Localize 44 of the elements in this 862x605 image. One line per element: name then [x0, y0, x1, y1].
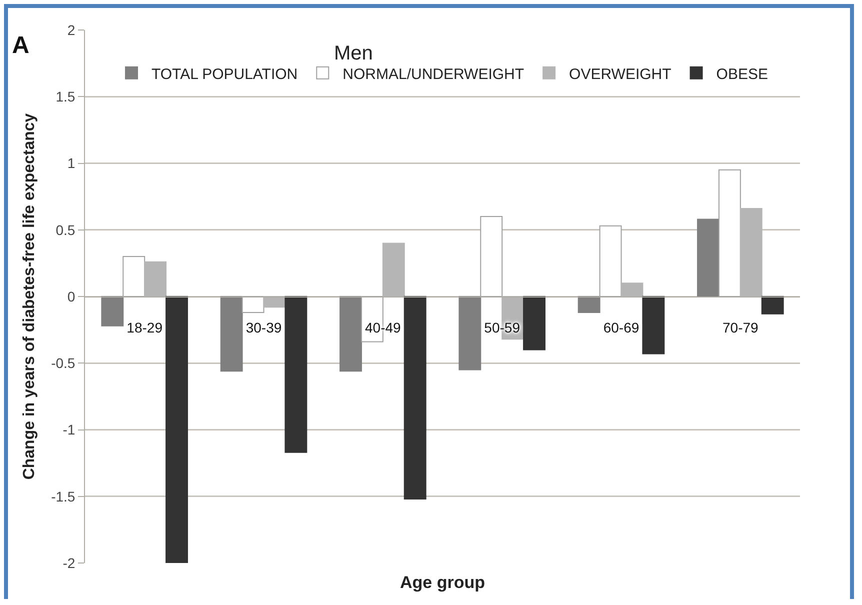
- bar: [382, 242, 405, 297]
- y-tick-label: 0.5: [56, 222, 76, 238]
- y-tick-label: -1.5: [51, 488, 76, 504]
- bar: [620, 282, 644, 297]
- legend-label: TOTAL POPULATION: [152, 66, 298, 83]
- bar: [697, 218, 720, 297]
- bar: [718, 169, 741, 297]
- bar: [242, 296, 264, 313]
- bar: [166, 296, 188, 563]
- y-tick-label: -0.5: [51, 355, 76, 372]
- y-axis-title: Change in years of diabetes-free life expectancy: [20, 113, 38, 480]
- bar: [101, 296, 124, 326]
- text: A: [12, 32, 30, 59]
- y-tick-label: 1: [67, 155, 76, 172]
- y-tick-label: 1.5: [56, 88, 76, 105]
- legend-label: OBESE: [716, 66, 768, 83]
- bar: [284, 296, 308, 453]
- bar: [220, 296, 243, 372]
- x-tick-label: 70-79: [722, 319, 759, 336]
- bar: [340, 296, 362, 372]
- bar: [523, 296, 546, 350]
- y-tick-label: -1: [62, 422, 76, 438]
- x-tick-label: 40-49: [365, 319, 402, 336]
- x-tick-label: 18-29: [126, 319, 163, 336]
- legend-label: NORMAL/UNDERWEIGHT: [342, 66, 524, 83]
- x-axis-title: Age group: [400, 573, 485, 592]
- x-tick-label: 30-39: [246, 319, 282, 336]
- bar: [458, 296, 482, 370]
- y-tick-label: 0: [67, 288, 76, 304]
- y-tick-label: 2: [67, 22, 76, 38]
- legend-label: OVERWEIGHT: [569, 66, 672, 83]
- bar: [122, 256, 146, 297]
- bar: [404, 296, 426, 500]
- x-tick-label: 50-59: [484, 319, 520, 336]
- x-tick-label: 60-69: [603, 319, 640, 336]
- bar: [740, 208, 762, 297]
- text: Men: [334, 42, 373, 64]
- bar: [144, 261, 167, 297]
- y-tick-label: -2: [62, 554, 76, 571]
- bar: [599, 225, 622, 297]
- bar: [480, 216, 503, 297]
- bar: [578, 296, 600, 313]
- bar: [761, 296, 784, 314]
- bar: [642, 296, 665, 354]
